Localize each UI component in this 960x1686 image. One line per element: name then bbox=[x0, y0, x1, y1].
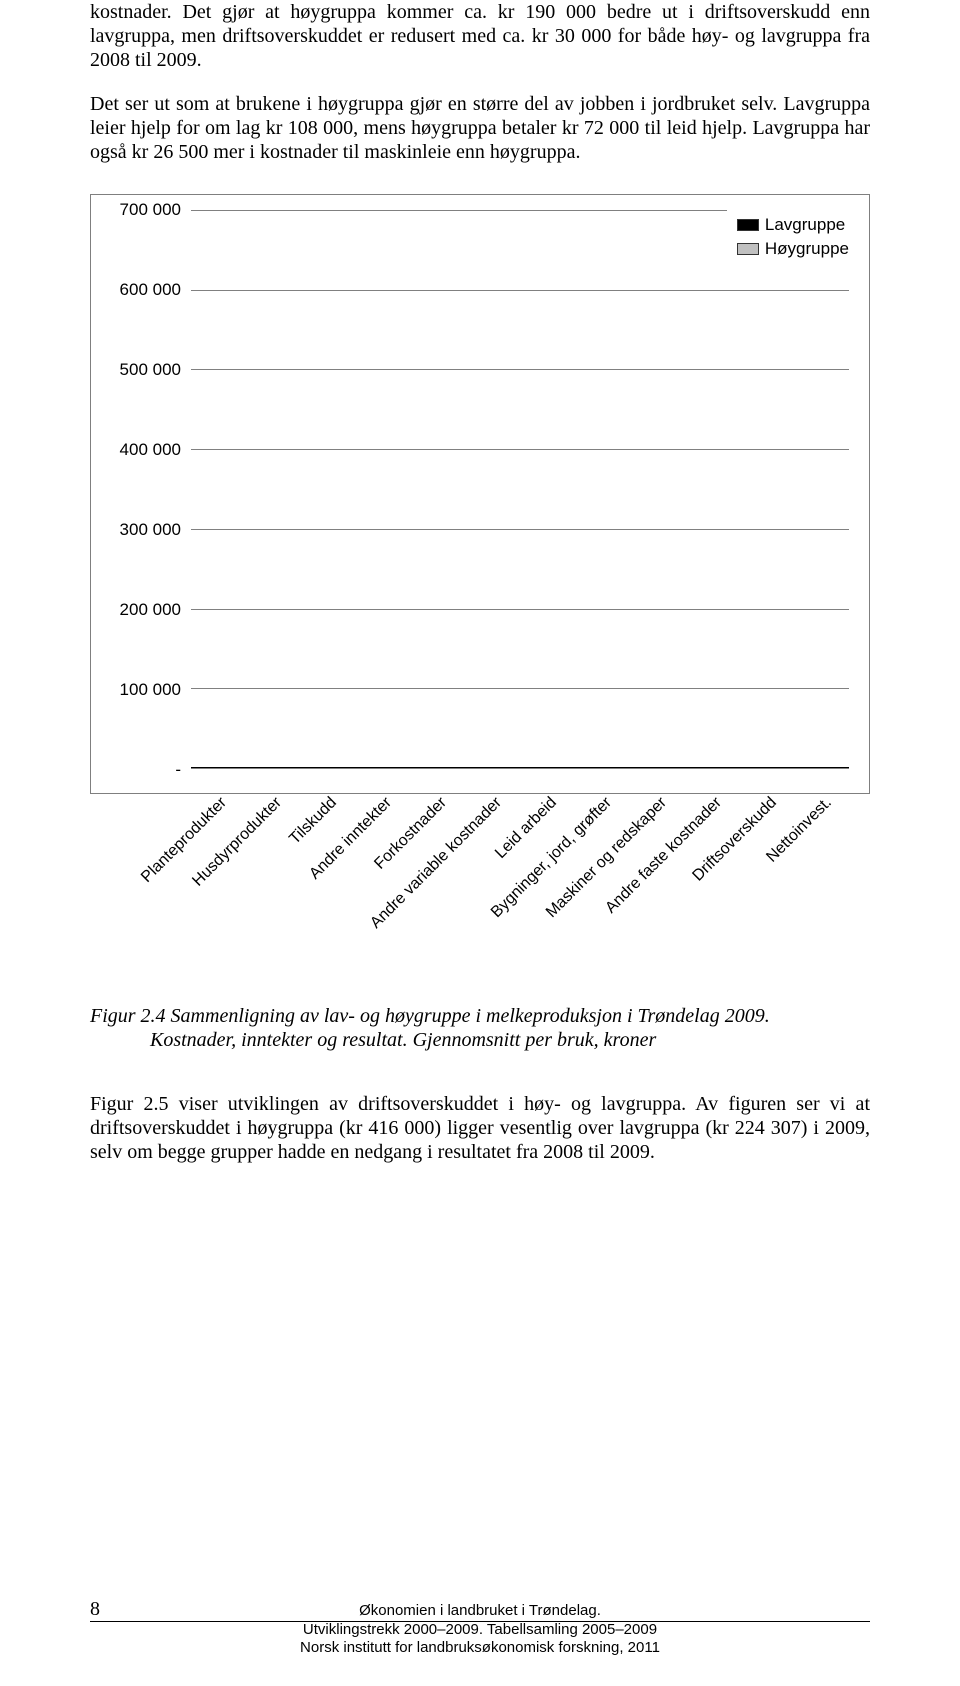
chart-container: - 100 000 200 000 300 000 400 000 500 000 600 … bbox=[90, 194, 870, 964]
y-tick-label: 200 000 bbox=[106, 600, 181, 620]
gridline bbox=[191, 529, 849, 530]
x-tick-label: Tilskudd bbox=[286, 794, 340, 848]
y-tick-label: 600 000 bbox=[106, 280, 181, 300]
footer-line-3: Norsk institutt for landbruksøkonomisk f… bbox=[90, 1639, 870, 1658]
legend-swatch-icon bbox=[737, 243, 759, 255]
legend-item-lavgruppe: Lavgruppe bbox=[737, 215, 849, 235]
paragraph-1: kostnader. Det gjør at høygruppa kommer … bbox=[90, 0, 870, 72]
legend-item-hoygruppe: Høygruppe bbox=[737, 239, 849, 259]
legend-label: Høygruppe bbox=[765, 239, 849, 259]
y-tick-label: 300 000 bbox=[106, 520, 181, 540]
legend-swatch-icon bbox=[737, 219, 759, 231]
y-tick-label: 400 000 bbox=[106, 440, 181, 460]
gridline bbox=[191, 449, 849, 450]
gridline bbox=[191, 609, 849, 610]
y-tick-label: 500 000 bbox=[106, 360, 181, 380]
gridline bbox=[191, 369, 849, 370]
legend-label: Lavgruppe bbox=[765, 215, 845, 235]
y-tick-label: 100 000 bbox=[106, 680, 181, 700]
paragraph-2: Det ser ut som at brukene i høygruppa gj… bbox=[90, 92, 870, 164]
gridline bbox=[191, 768, 849, 769]
caption-line-1: Figur 2.4 Sammenligning av lav- og høygr… bbox=[90, 1005, 770, 1027]
footer-line-1: Økonomien i landbruket i Trøndelag. bbox=[90, 1602, 870, 1621]
y-tick-label: - bbox=[106, 760, 181, 780]
footer-line-2: Utviklingstrekk 2000–2009. Tabellsamling… bbox=[90, 1621, 870, 1640]
bar-chart: - 100 000 200 000 300 000 400 000 500 000 600 … bbox=[90, 194, 870, 794]
paragraph-3: Figur 2.5 viser utviklingen av driftsove… bbox=[90, 1092, 870, 1164]
figure-caption: Figur 2.4 Sammenligning av lav- og høygr… bbox=[90, 1004, 870, 1052]
chart-legend: Lavgruppe Høygruppe bbox=[727, 205, 859, 269]
gridline bbox=[191, 290, 849, 291]
caption-line-2: Kostnader, inntekter og resultat. Gjenno… bbox=[90, 1028, 870, 1052]
chart-x-labels: PlanteprodukterHusdyrprodukterTilskuddAn… bbox=[190, 794, 850, 964]
gridline bbox=[191, 688, 849, 689]
y-tick-label: 700 000 bbox=[106, 200, 181, 220]
page-footer: 8 Økonomien i landbruket i Trøndelag. Ut… bbox=[90, 1598, 870, 1658]
